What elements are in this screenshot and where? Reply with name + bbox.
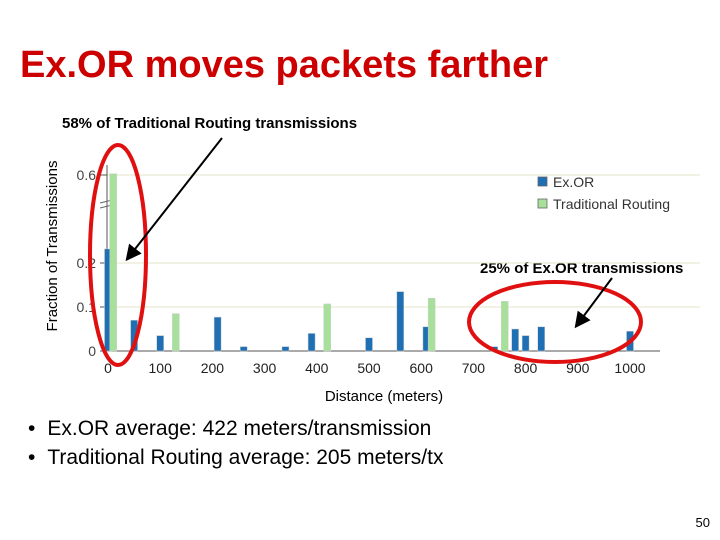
x-tick-label: 600 <box>410 360 434 376</box>
page-number: 50 <box>695 515 710 530</box>
legend-swatch <box>537 198 548 209</box>
x-tick-label: 100 <box>149 360 173 376</box>
bar-ex-or <box>365 337 373 352</box>
arrow-exor <box>574 277 613 329</box>
highlight-circle-short <box>88 143 148 367</box>
legend-label: Traditional Routing <box>553 196 670 212</box>
y-tick-label: 0 <box>88 343 96 359</box>
bar-traditional-routing <box>500 301 509 352</box>
x-tick-label: 300 <box>253 360 277 376</box>
slide-title: Ex.OR moves packets farther <box>20 44 549 86</box>
bar-traditional-routing <box>172 313 180 352</box>
bullet-exor-average: Ex.OR average: 422 meters/transmission <box>28 414 443 443</box>
bar-ex-or <box>213 316 222 352</box>
bar-ex-or <box>396 291 405 352</box>
bullet-traditional-average: Traditional Routing average: 205 meters/… <box>28 443 443 472</box>
y-tick-label: 0.2 <box>77 255 97 271</box>
x-tick-label: 500 <box>357 360 381 376</box>
traditional-annotation: 58% of Traditional Routing transmissions <box>62 115 358 132</box>
bar-ex-or <box>156 335 164 352</box>
bar-ex-or <box>239 346 248 352</box>
exor-annotation: 25% of Ex.OR transmissions <box>480 260 684 277</box>
y-tick-label: 0.6 <box>77 167 97 183</box>
x-axis-label: Distance (meters) <box>325 388 443 405</box>
x-tick-label: 700 <box>462 360 486 376</box>
x-tick-label: 900 <box>566 360 590 376</box>
x-tick-label: 1000 <box>614 360 645 376</box>
highlight-circle-long <box>467 280 643 364</box>
bar-traditional-routing <box>427 297 436 352</box>
summary-bullets: Ex.OR average: 422 meters/transmission T… <box>28 414 443 472</box>
bar-traditional-routing <box>323 303 331 352</box>
x-tick-label: 200 <box>201 360 225 376</box>
bar-ex-or <box>537 326 546 352</box>
bar-traditional-routing <box>109 173 117 352</box>
bar-ex-or <box>307 333 316 352</box>
legend-swatch <box>537 176 548 187</box>
x-tick-label: 800 <box>514 360 538 376</box>
x-tick-label: 0 <box>104 360 112 376</box>
bar-ex-or <box>281 346 290 352</box>
y-axis-label: Fraction of Transmissions <box>44 161 61 332</box>
bar-ex-or <box>521 335 530 352</box>
arrow-traditional <box>125 137 223 262</box>
x-tick-label: 400 <box>305 360 329 376</box>
legend-label: Ex.OR <box>553 174 594 190</box>
bar-ex-or <box>511 328 519 352</box>
